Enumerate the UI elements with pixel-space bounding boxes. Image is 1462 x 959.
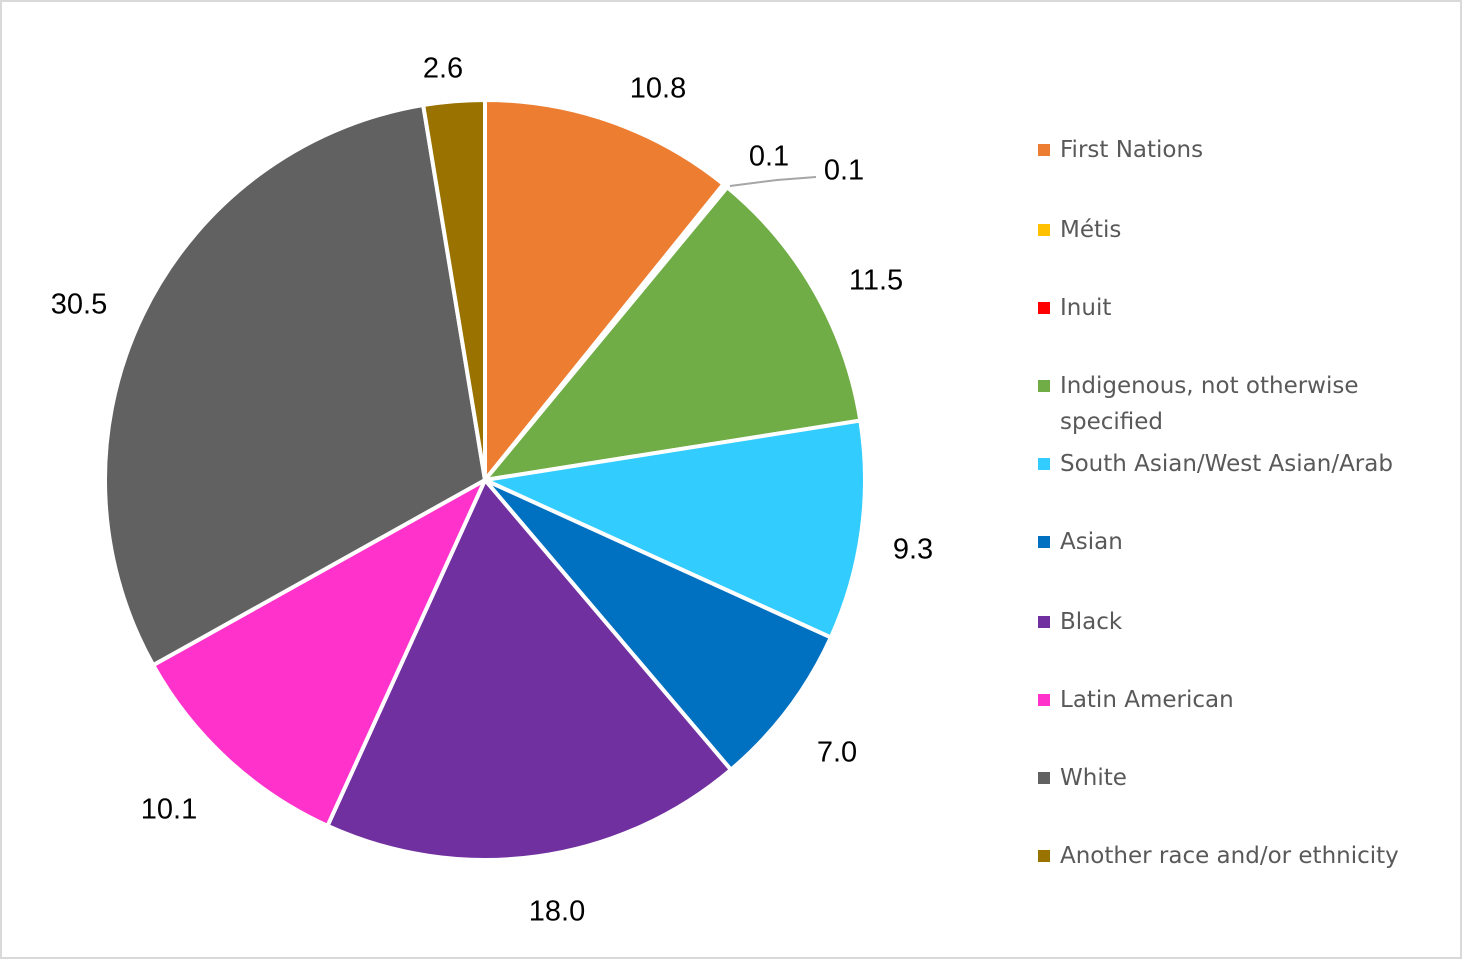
legend-swatch (1038, 850, 1050, 862)
pie-slice-asian (483, 478, 833, 772)
data-label-first-nations: 10.8 (630, 73, 686, 105)
pie-slice-indigenous-not-otherwise-specified (483, 185, 863, 482)
pie-slice-white (102, 103, 487, 668)
legend-label: Black (1060, 609, 1123, 635)
pie-slice-south-asian-west-asian-arab (483, 418, 867, 640)
legend-label: Asian (1060, 529, 1123, 555)
pie-slices (102, 98, 867, 862)
legend-label: Inuit (1060, 295, 1112, 321)
legend-item-asian: Asian (1038, 524, 1438, 560)
data-label-white: 30.5 (51, 289, 107, 321)
data-label-latin-american: 10.1 (141, 794, 197, 826)
legend-label: White (1060, 765, 1127, 791)
legend-label: South Asian/West Asian/Arab (1060, 451, 1393, 477)
legend-item-black: Black (1038, 604, 1438, 640)
legend-item-m-tis: Métis (1038, 212, 1438, 248)
legend-item-indigenous-not-otherwise-specified: Indigenous, not otherwise specified (1038, 368, 1438, 440)
leader-lines (729, 176, 817, 187)
legend-label: Métis (1060, 217, 1122, 243)
legend-label: Another race and/or ethnicity (1060, 843, 1399, 869)
legend-item-latin-american: Latin American (1038, 682, 1438, 718)
data-label-inuit: 0.1 (824, 155, 864, 187)
legend-label: Indigenous, not otherwise specified (1060, 373, 1359, 435)
pie-slice-another-race-and-or-ethnicity (421, 98, 487, 482)
legend-item-white: White (1038, 760, 1438, 796)
pie-slice-first-nations (483, 98, 726, 482)
data-label-m-tis: 0.1 (749, 141, 789, 173)
legend-swatch (1038, 302, 1050, 314)
legend-item-first-nations: First Nations (1038, 132, 1438, 168)
legend-swatch (1038, 380, 1050, 392)
legend-label: Latin American (1060, 687, 1234, 713)
legend-swatch (1038, 144, 1050, 156)
data-label-south-asian-west-asian-arab: 9.3 (893, 534, 933, 566)
legend-swatch (1038, 536, 1050, 548)
legend-swatch (1038, 616, 1050, 628)
data-labels: 10.8 0.1 0.1 11.5 9.3 7.0 18.0 10.1 30.5 2.6 (51, 53, 933, 928)
legend-label: First Nations (1060, 137, 1204, 163)
data-label-indigenous-not-otherwise-specified: 11.5 (849, 265, 903, 297)
legend-swatch (1038, 458, 1050, 470)
legend-item-inuit: Inuit (1038, 290, 1438, 326)
data-label-another-race-and-or-ethnicity: 2.6 (423, 53, 463, 85)
legend-swatch (1038, 694, 1050, 706)
pie-slice-latin-american (151, 478, 487, 828)
pie-slice-black (325, 478, 733, 862)
data-label-black: 18.0 (529, 896, 585, 928)
data-label-asian: 7.0 (817, 737, 857, 769)
leader-line-inuit (729, 176, 817, 187)
legend-item-another-race-and-or-ethnicity: Another race and/or ethnicity (1038, 838, 1438, 874)
legend-swatch (1038, 224, 1050, 236)
legend-item-south-asian-west-asian-arab: South Asian/West Asian/Arab (1038, 446, 1438, 482)
legend-swatch (1038, 772, 1050, 784)
